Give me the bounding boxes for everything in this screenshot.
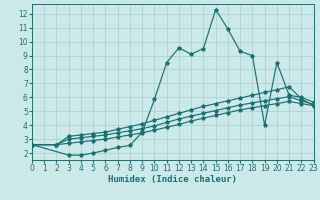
- X-axis label: Humidex (Indice chaleur): Humidex (Indice chaleur): [108, 175, 237, 184]
